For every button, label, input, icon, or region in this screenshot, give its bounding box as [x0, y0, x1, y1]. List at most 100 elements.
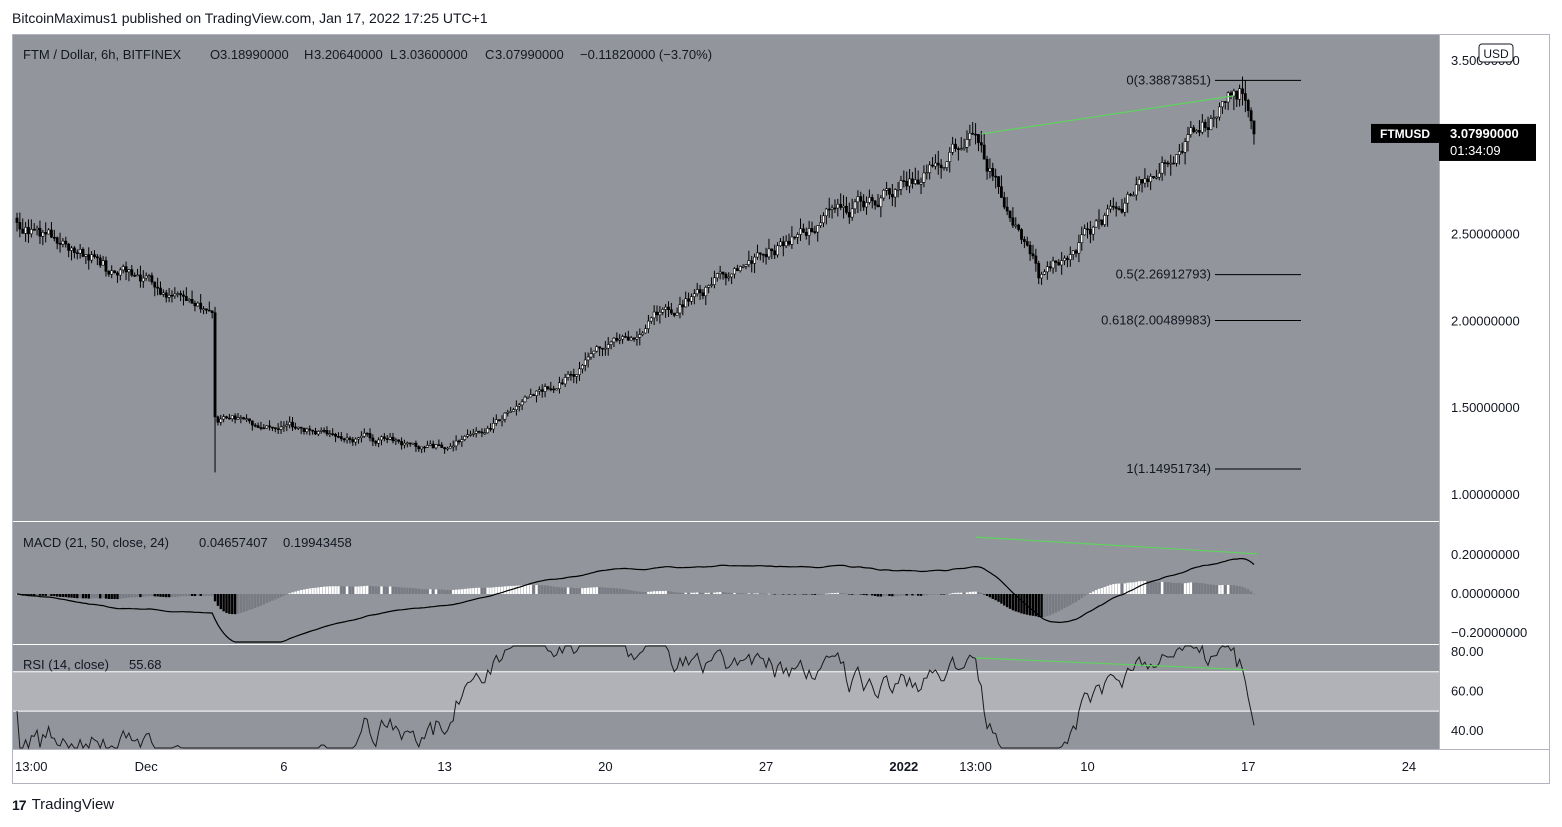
- candle-body: [276, 428, 280, 430]
- candle-body: [328, 433, 332, 435]
- macd-histogram-bar: [24, 594, 27, 595]
- candle-body: [718, 271, 722, 274]
- candle: [141, 270, 145, 288]
- candle-body: [15, 217, 19, 223]
- candle-body: [319, 430, 323, 432]
- candle: [394, 437, 398, 445]
- candle-body: [67, 243, 71, 251]
- macd-histogram-bar: [612, 587, 616, 594]
- candle-body: [1048, 266, 1052, 269]
- macd-histogram-bar: [61, 594, 65, 597]
- price-tag: FTMUSD 3.07990000 01:34:09: [1371, 123, 1536, 161]
- macd-histogram-bar: [529, 584, 532, 594]
- candle-body: [758, 252, 762, 255]
- candle: [1183, 138, 1187, 165]
- candle: [1005, 196, 1009, 216]
- legend-high-label: H: [304, 47, 313, 62]
- macd-histogram-bar: [782, 594, 785, 595]
- macd-histogram-bar: [1169, 582, 1172, 594]
- macd-histogram-bar: [1224, 585, 1227, 594]
- candle-body: [334, 433, 337, 437]
- candle: [236, 413, 240, 420]
- candle-body: [744, 264, 748, 267]
- macd-histogram-bar: [460, 589, 464, 594]
- candle-body: [316, 431, 320, 435]
- candle: [646, 314, 650, 334]
- candle: [753, 253, 756, 274]
- chart-svg[interactable]: 0(3.38873851) 0.5(2.26912793) 0.618(2.0048…: [13, 35, 1550, 784]
- currency-badge[interactable]: [1478, 43, 1514, 63]
- candle: [956, 146, 960, 161]
- candle: [405, 441, 409, 448]
- candle: [540, 384, 544, 398]
- candle: [563, 373, 567, 387]
- macd-histogram-bar: [162, 594, 165, 597]
- candle: [945, 161, 949, 172]
- candle-body: [839, 203, 843, 208]
- macd-histogram-bar: [33, 594, 36, 596]
- candle-body: [928, 164, 932, 173]
- footer-brand[interactable]: 17 TradingView: [12, 796, 114, 813]
- chart-frame[interactable]: 0(3.38873851) 0.5(2.26912793) 0.618(2.0048…: [12, 34, 1550, 784]
- macd-histogram-bar: [492, 587, 495, 594]
- macd-histogram-bar: [767, 593, 771, 595]
- candle-body: [724, 273, 728, 279]
- candle-body: [380, 436, 383, 441]
- macd-histogram-bar: [994, 594, 997, 601]
- candle-body: [710, 284, 713, 286]
- macd-histogram-bar: [210, 594, 214, 596]
- macd-histogram-bar: [581, 588, 584, 594]
- candle-body: [377, 439, 381, 444]
- macd-histogram-bar: [879, 594, 883, 597]
- candle: [928, 161, 932, 180]
- macd-histogram-bar: [675, 592, 679, 594]
- macd-histogram-bar: [948, 593, 951, 595]
- macd-histogram-bar: [566, 587, 570, 594]
- macd-histogram-bar: [1137, 581, 1141, 594]
- macd-histogram-bar: [655, 591, 659, 594]
- candle-body: [1020, 229, 1023, 240]
- candle: [1100, 219, 1104, 227]
- candle-body: [150, 275, 154, 283]
- candle: [767, 238, 771, 260]
- candle-body: [899, 180, 903, 190]
- candle: [801, 223, 805, 233]
- macd-histogram-bar: [856, 594, 860, 595]
- candle-body: [572, 374, 576, 377]
- candle-body: [601, 347, 604, 350]
- candle: [1074, 248, 1078, 258]
- candle-body: [1025, 241, 1029, 246]
- candle-body: [675, 312, 679, 316]
- candle-body: [704, 287, 708, 297]
- time-axis-label: 24: [1402, 759, 1416, 774]
- candle: [718, 265, 722, 280]
- macd-histogram-bar: [896, 594, 900, 597]
- candle: [431, 440, 435, 449]
- macd-histogram-bar: [276, 594, 280, 599]
- macd-histogram-bar: [331, 586, 334, 594]
- macd-histogram-bar: [535, 585, 538, 594]
- candle-body: [460, 439, 464, 443]
- candle-body: [440, 444, 444, 448]
- macd-histogram-bar: [254, 594, 257, 609]
- candle-body: [1097, 219, 1101, 222]
- candle-body: [1177, 151, 1181, 155]
- candle-body: [1129, 194, 1132, 196]
- candle-body: [483, 432, 487, 435]
- candle: [314, 427, 317, 436]
- candle: [173, 287, 177, 299]
- candle-body: [293, 426, 297, 429]
- price-axis-tick: 2.00000000: [1451, 313, 1520, 328]
- candle-body: [497, 419, 501, 422]
- macd-histogram-bar: [231, 594, 234, 615]
- macd-histogram-bar: [687, 592, 690, 594]
- macd-histogram-bar: [931, 594, 934, 595]
- candle-body: [118, 269, 122, 276]
- candle: [1054, 260, 1058, 272]
- candle: [730, 273, 734, 285]
- candle: [758, 252, 762, 261]
- candle: [1071, 250, 1075, 261]
- macd-panel[interactable]: [13, 522, 1439, 644]
- macd-histogram-bar: [489, 587, 492, 594]
- candle: [830, 204, 834, 219]
